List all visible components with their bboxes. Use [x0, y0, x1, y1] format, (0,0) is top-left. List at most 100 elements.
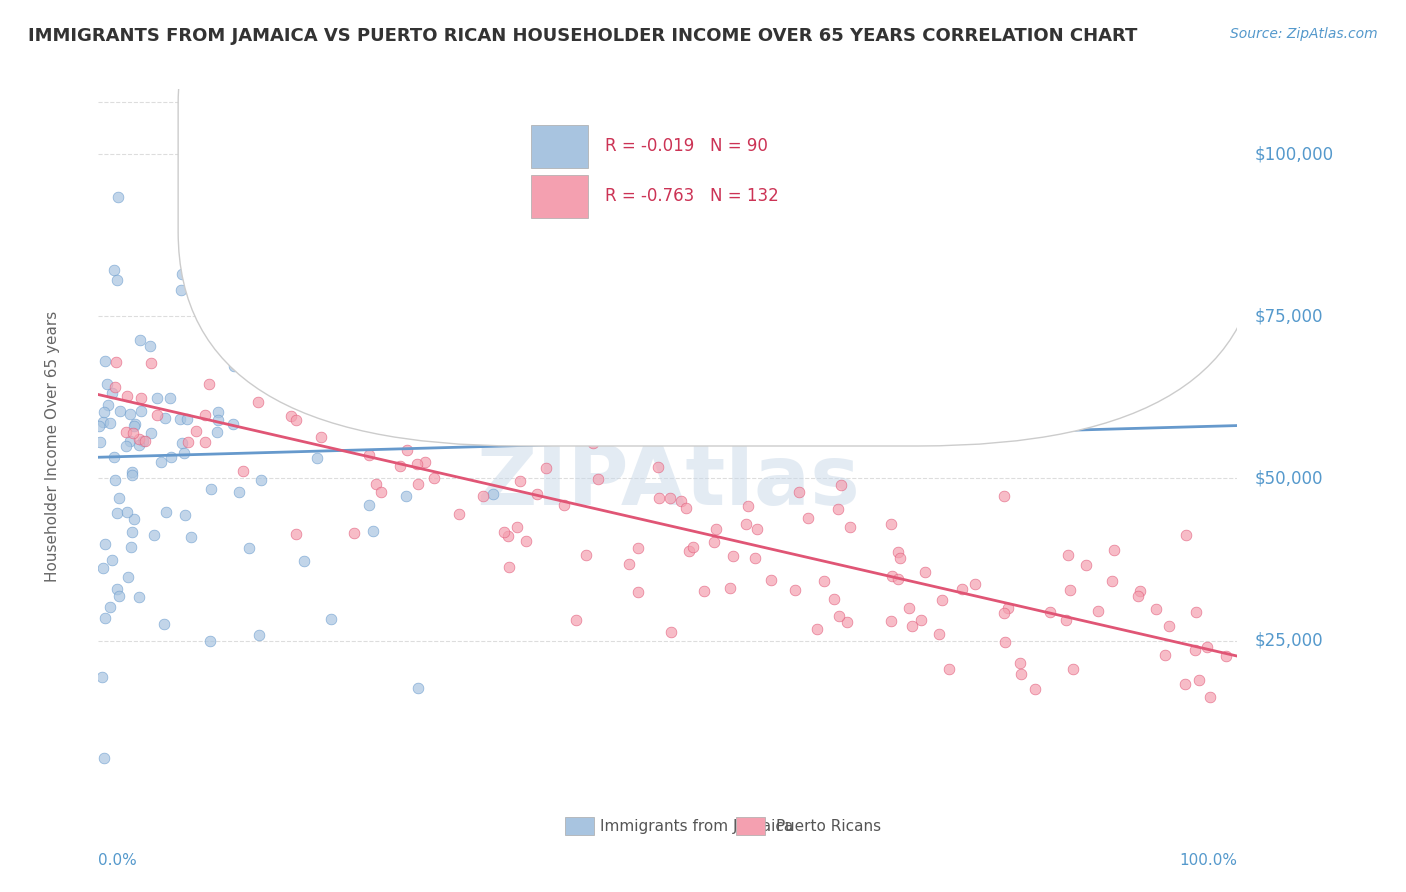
Text: Immigrants from Jamaica: Immigrants from Jamaica: [599, 819, 793, 834]
Point: [678, 544, 700, 558]
Point: [219, 326, 242, 341]
Point: [1129, 584, 1152, 599]
Point: [1185, 605, 1208, 619]
Point: [198, 324, 221, 338]
Point: [172, 436, 194, 450]
Point: [1062, 662, 1084, 676]
Point: [121, 465, 143, 479]
Point: [228, 485, 250, 500]
Point: [950, 582, 973, 597]
Point: [103, 450, 125, 464]
Point: [703, 534, 725, 549]
Point: [170, 267, 193, 281]
Point: [184, 424, 207, 438]
Point: [359, 498, 381, 512]
Point: [997, 601, 1019, 615]
Text: 100.0%: 100.0%: [1180, 853, 1237, 868]
Text: $50,000: $50,000: [1254, 469, 1323, 487]
Point: [238, 541, 260, 555]
Point: [98, 599, 121, 614]
Point: [797, 510, 820, 524]
Point: [207, 412, 229, 426]
Text: Householder Income Over 65 years: Householder Income Over 65 years: [45, 310, 60, 582]
Point: [423, 471, 446, 485]
Point: [1101, 574, 1123, 588]
Point: [394, 489, 416, 503]
Point: [449, 507, 471, 521]
Point: [173, 508, 195, 523]
Point: [128, 432, 150, 446]
Point: [889, 550, 911, 565]
Point: [107, 590, 129, 604]
Point: [270, 351, 292, 366]
Point: [1188, 673, 1211, 688]
Point: [506, 520, 529, 534]
Point: [456, 398, 478, 412]
Point: [931, 592, 953, 607]
Point: [744, 551, 766, 566]
Point: [247, 628, 270, 642]
Point: [149, 455, 172, 469]
Point: [222, 351, 245, 366]
Point: [146, 408, 169, 422]
Point: [307, 450, 329, 465]
Point: [1198, 690, 1220, 704]
Point: [901, 619, 924, 633]
Point: [200, 482, 222, 496]
Point: [405, 316, 427, 330]
Point: [141, 425, 163, 440]
Text: ZIPAtlas: ZIPAtlas: [475, 442, 860, 522]
Point: [509, 474, 531, 488]
Point: [207, 404, 229, 418]
Point: [993, 606, 1015, 620]
Point: [114, 439, 136, 453]
Point: [515, 533, 537, 548]
Point: [472, 489, 495, 503]
Point: [993, 489, 1015, 503]
Point: [159, 450, 181, 465]
Point: [134, 434, 156, 449]
Point: [104, 473, 127, 487]
Point: [280, 409, 302, 424]
Point: [706, 522, 728, 536]
Point: [783, 583, 806, 598]
Point: [1153, 648, 1175, 662]
Point: [124, 512, 146, 526]
Point: [370, 485, 392, 500]
Point: [128, 591, 150, 605]
Point: [124, 417, 146, 431]
Point: [108, 404, 131, 418]
Point: [105, 273, 128, 287]
Point: [180, 530, 202, 544]
Point: [648, 491, 671, 505]
Point: [938, 662, 960, 676]
Point: [142, 528, 165, 542]
Point: [186, 159, 208, 173]
Point: [827, 501, 849, 516]
Point: [115, 425, 138, 440]
Point: [887, 545, 910, 559]
Point: [887, 572, 910, 586]
Point: [250, 473, 273, 487]
Text: R = -0.019   N = 90: R = -0.019 N = 90: [605, 137, 768, 155]
Point: [721, 549, 744, 563]
Point: [498, 560, 520, 574]
Text: R = -0.763   N = 132: R = -0.763 N = 132: [605, 187, 779, 205]
Point: [122, 418, 145, 433]
Point: [406, 681, 429, 695]
Point: [823, 591, 845, 606]
Point: [1174, 527, 1197, 541]
Point: [880, 517, 903, 532]
Point: [910, 613, 932, 627]
Point: [232, 464, 254, 478]
Point: [1195, 640, 1218, 655]
Point: [581, 436, 603, 450]
Point: [492, 525, 515, 540]
Bar: [531, 125, 588, 168]
Point: [139, 356, 162, 370]
Point: [675, 500, 697, 515]
Point: [343, 526, 366, 541]
Point: [121, 541, 143, 555]
Point: [285, 229, 308, 244]
Point: [1039, 606, 1062, 620]
